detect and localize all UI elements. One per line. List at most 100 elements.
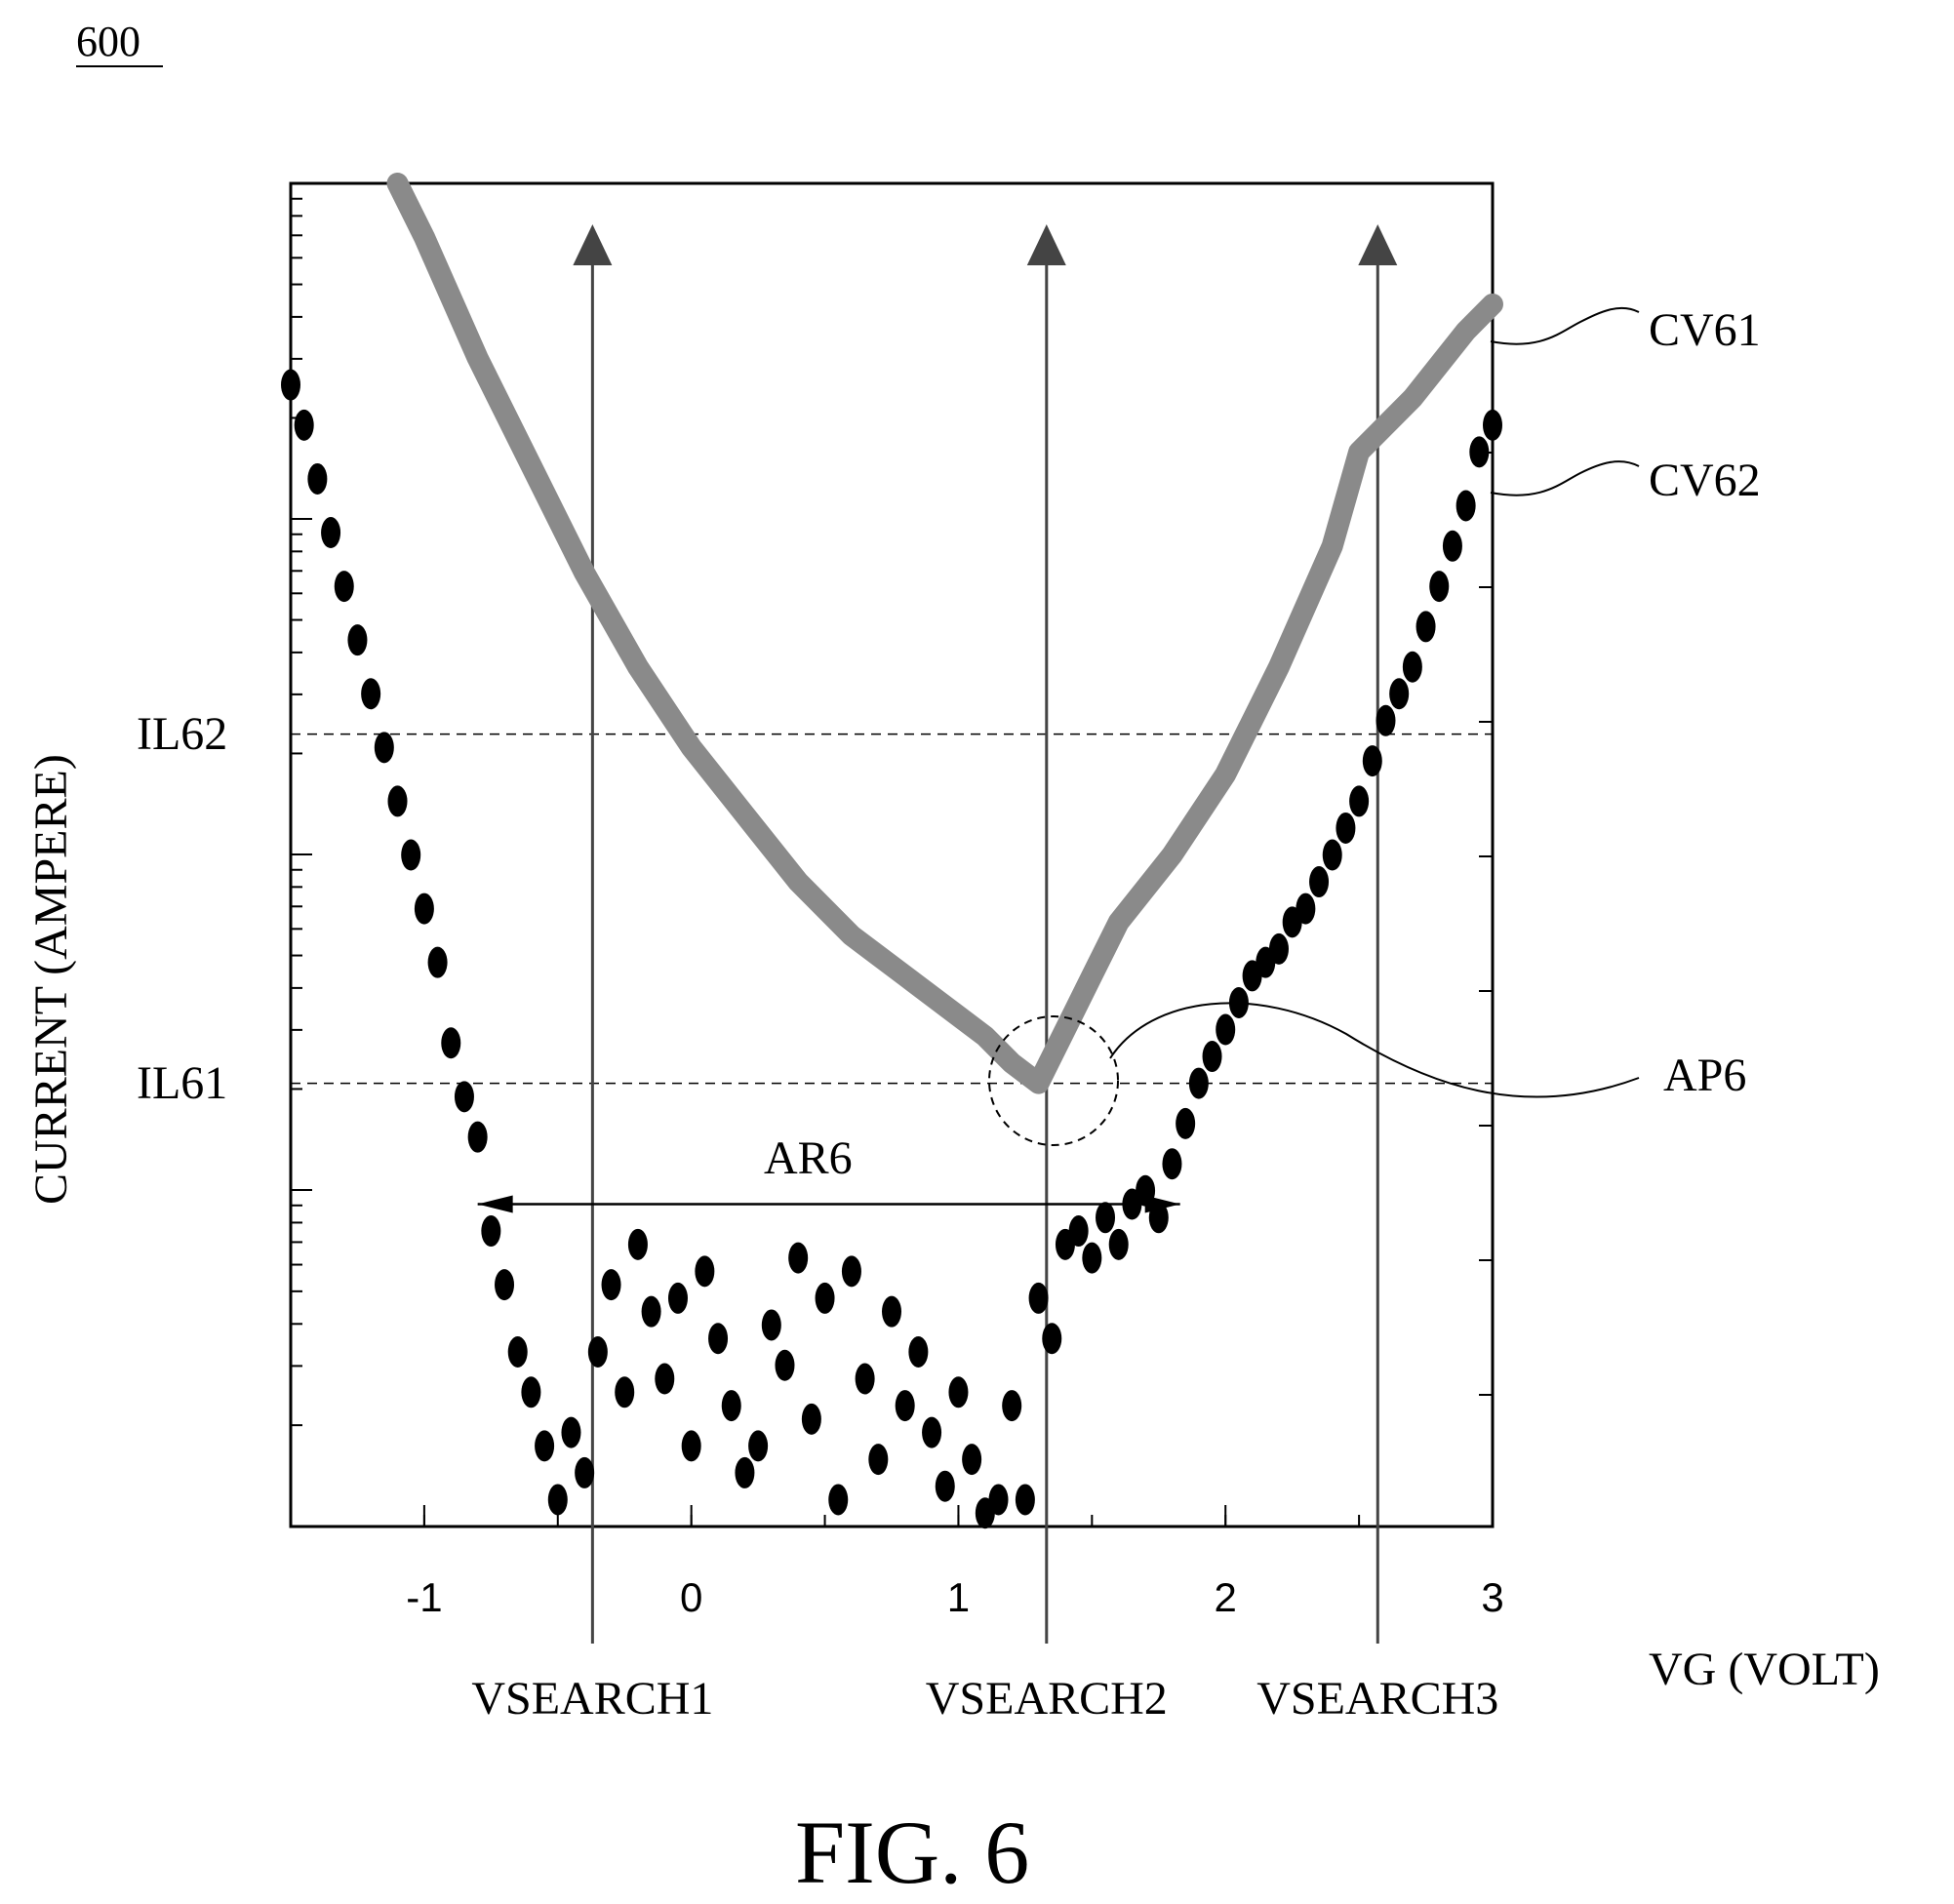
cv62-point — [681, 1430, 701, 1462]
cv62-point — [1082, 1242, 1102, 1274]
cv62-point — [1483, 409, 1502, 441]
search-label-vsearch1: VSEARCH1 — [471, 1673, 713, 1725]
cv62-point — [467, 1121, 488, 1153]
cv62-point — [361, 678, 381, 710]
cv62-point — [922, 1416, 942, 1448]
cv62-point — [1068, 1215, 1089, 1248]
y-axis-label: CURRENT (AMPERE) — [25, 754, 77, 1205]
cv62-point — [495, 1269, 515, 1301]
search-voltage-labels: VSEARCH1 VSEARCH2 VSEARCH3 — [471, 1673, 1498, 1725]
cv62-point — [561, 1416, 581, 1448]
reference-lines-horizontal — [291, 733, 1493, 1085]
cv61-line — [386, 173, 1503, 1094]
figure-caption: FIG. 6 — [795, 1803, 1029, 1902]
cv62-point — [1028, 1282, 1049, 1314]
cv62-point — [962, 1444, 982, 1476]
cv62-point — [427, 946, 448, 978]
cv62-point — [667, 1282, 688, 1314]
il61-label: IL61 — [137, 1057, 227, 1109]
ap6-circle — [988, 1015, 1119, 1146]
cv62-point — [414, 892, 434, 925]
cv62-point — [1349, 785, 1370, 817]
cv62-point — [334, 571, 354, 603]
cv62-point — [641, 1295, 661, 1328]
ar6-label: AR6 — [764, 1132, 853, 1184]
cv62-point — [1176, 1107, 1196, 1139]
cv62-point — [507, 1335, 528, 1368]
series-cv62 — [281, 369, 1502, 1529]
cv62-point — [1002, 1390, 1022, 1422]
ap6-label: AP6 — [1663, 1050, 1746, 1101]
cv62-point — [481, 1215, 501, 1248]
x-axis-label: VG (VOLT) — [1649, 1644, 1880, 1695]
cv62-point — [1389, 678, 1410, 710]
cv62-leader — [1490, 460, 1640, 496]
cv62-point — [441, 1027, 461, 1059]
y-axis-ticks — [291, 197, 312, 1527]
cv62-point — [761, 1309, 781, 1341]
cv62-point — [1296, 892, 1316, 925]
ar6-range-arrow — [477, 1195, 1180, 1213]
cv62-point — [547, 1484, 568, 1516]
cv62-point — [1336, 812, 1356, 844]
cv62-point — [454, 1081, 474, 1113]
right-axis-ticks — [1479, 182, 1493, 1396]
x-tick-label: -1 — [406, 1574, 442, 1620]
x-tick-label: 1 — [947, 1574, 970, 1620]
cv62-point — [908, 1335, 929, 1368]
cv62-label: CV62 — [1649, 455, 1761, 506]
cv62-point — [294, 409, 314, 441]
cv62-point — [1416, 611, 1436, 643]
x-tick-label: 0 — [680, 1574, 702, 1620]
cv62-point — [1362, 745, 1382, 777]
cv62-point — [387, 785, 408, 817]
cv62-point — [1456, 490, 1476, 522]
series-cv61 — [386, 173, 1503, 1094]
cv62-point — [601, 1269, 621, 1301]
cv62-point — [587, 1335, 608, 1368]
cv62-point — [321, 517, 341, 549]
x-tick-label: 3 — [1481, 1574, 1503, 1620]
cv62-point — [815, 1282, 835, 1314]
cv62-point — [347, 624, 368, 656]
cv62-point — [281, 369, 300, 401]
cv62-point — [1042, 1323, 1062, 1355]
cv62-point — [655, 1363, 675, 1395]
x-axis-ticks — [290, 1505, 1494, 1527]
x-tick-labels: -1 0 1 2 3 — [406, 1574, 1503, 1620]
cv62-point — [988, 1484, 1009, 1516]
cv61-label: CV61 — [1649, 304, 1761, 356]
cv62-point — [1096, 1202, 1116, 1234]
cv62-point — [708, 1323, 729, 1355]
cv62-point — [895, 1390, 915, 1422]
cv62-point — [1202, 1041, 1222, 1073]
cv62-point — [935, 1470, 955, 1502]
cv62-point — [1162, 1148, 1182, 1180]
il62-label: IL62 — [137, 708, 227, 760]
arrow-right-icon — [1144, 1195, 1180, 1213]
cv62-point — [1469, 436, 1490, 468]
cv62-point — [307, 462, 328, 495]
cv62-point — [841, 1255, 861, 1288]
cv62-point — [1108, 1228, 1129, 1260]
figure-number: 600 — [76, 18, 140, 65]
arrow-left-icon — [477, 1195, 513, 1213]
cv62-point — [1216, 1013, 1236, 1046]
arrowhead-icon — [1358, 224, 1398, 265]
x-tick-label: 2 — [1215, 1574, 1237, 1620]
cv62-point — [868, 1444, 889, 1476]
cv61-leader — [1490, 306, 1640, 345]
cv62-point — [575, 1456, 595, 1488]
cv62-point — [748, 1430, 769, 1462]
cv62-point — [801, 1403, 821, 1435]
cv62-point — [1309, 866, 1330, 898]
cv62-point — [721, 1390, 741, 1422]
cv62-point — [1402, 651, 1422, 683]
cv62-point — [1015, 1484, 1035, 1516]
cv62-point — [948, 1376, 969, 1408]
ap6-leader — [1109, 1002, 1640, 1098]
cv62-point — [775, 1349, 795, 1381]
cv62-point — [695, 1255, 715, 1288]
arrowhead-icon — [573, 224, 613, 265]
